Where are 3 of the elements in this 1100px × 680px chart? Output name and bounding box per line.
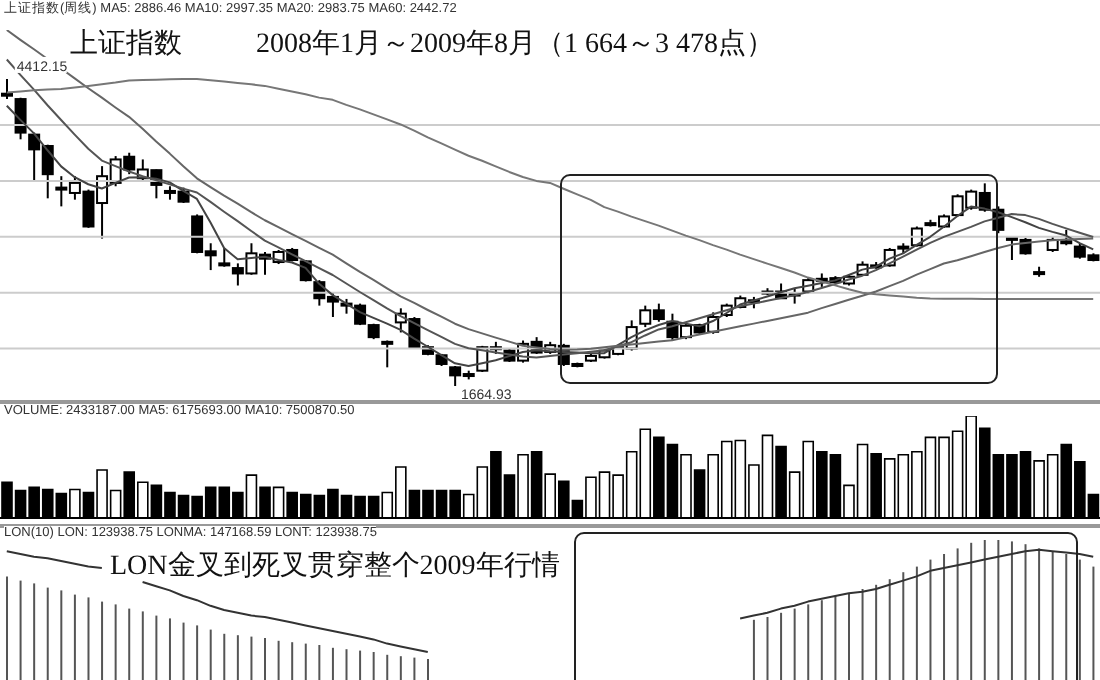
chart-subtitle: 2008年1月～2009年8月（1 664～3 478点） — [256, 27, 774, 62]
chart-title: 上证指数 — [70, 27, 182, 62]
annotation: LON金叉到死叉贯穿整个2009年行情 — [110, 548, 560, 584]
